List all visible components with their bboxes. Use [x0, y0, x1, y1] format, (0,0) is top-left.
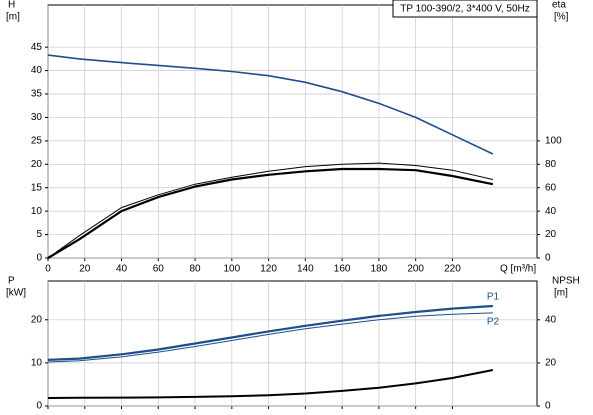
- y-tick-label: 20: [31, 314, 43, 325]
- x-tick-label: 40: [116, 264, 128, 275]
- curve-label: P1: [487, 292, 500, 303]
- y-tick-label: 0: [36, 401, 42, 412]
- y2-tick-label: 100: [545, 136, 562, 147]
- y2-tick-label: 80: [545, 159, 557, 170]
- y2-tick-label: 40: [545, 206, 557, 217]
- x-tick-label: 0: [45, 264, 51, 275]
- curve: [47, 304, 493, 361]
- x-tick-label: 120: [260, 264, 277, 275]
- y2-tick-label: 60: [545, 182, 557, 193]
- x-tick-label: 20: [79, 264, 91, 275]
- y-axis-unit: [m]: [6, 12, 20, 23]
- y-tick-label: 0: [36, 253, 42, 264]
- y-axis-label: H: [8, 0, 15, 11]
- chart-title: TP 100-390/2, 3*400 V, 50Hz: [400, 4, 530, 15]
- y2-tick-label: 20: [545, 229, 557, 240]
- curve: [47, 162, 494, 259]
- y-tick-label: 25: [31, 136, 43, 147]
- x-tick-label: 160: [334, 264, 351, 275]
- y-tick-label: 15: [31, 182, 43, 193]
- x-tick-label: 80: [190, 264, 202, 275]
- y2-tick-label: 0: [545, 401, 551, 412]
- x-tick-label: 220: [444, 264, 461, 275]
- x-tick-label: 60: [153, 264, 165, 275]
- y-tick-label: 30: [31, 112, 43, 123]
- y-tick-label: 5: [36, 229, 42, 240]
- y2-axis-unit: [m]: [554, 288, 568, 299]
- y-tick-label: 10: [31, 206, 43, 217]
- x-tick-label: 100: [223, 264, 240, 275]
- y-tick-label: 40: [31, 65, 43, 76]
- curve: [47, 369, 494, 399]
- y2-tick-label: 0: [545, 253, 551, 264]
- x-tick-label: 200: [407, 264, 424, 275]
- x-tick-label: 180: [371, 264, 388, 275]
- y-tick-label: 20: [31, 159, 43, 170]
- x-axis-label: Q [m³/h]: [500, 264, 536, 275]
- y2-axis-label: eta: [552, 0, 566, 11]
- x-tick-label: 140: [297, 264, 314, 275]
- y-tick-label: 10: [31, 358, 43, 369]
- y-axis-label: P: [8, 276, 15, 287]
- y2-tick-label: 40: [545, 314, 557, 325]
- y-axis-unit: [kW]: [6, 288, 26, 299]
- curve: [47, 167, 494, 259]
- y2-axis-unit: [%]: [554, 12, 569, 23]
- curve-label: P2: [487, 317, 500, 328]
- curve: [47, 54, 494, 155]
- y-tick-label: 35: [31, 89, 43, 100]
- curve: [47, 312, 493, 363]
- y-tick-label: 45: [31, 42, 43, 53]
- y2-tick-label: 20: [545, 358, 557, 369]
- title-box: [392, 0, 538, 18]
- y2-axis-label: NPSH: [552, 276, 580, 287]
